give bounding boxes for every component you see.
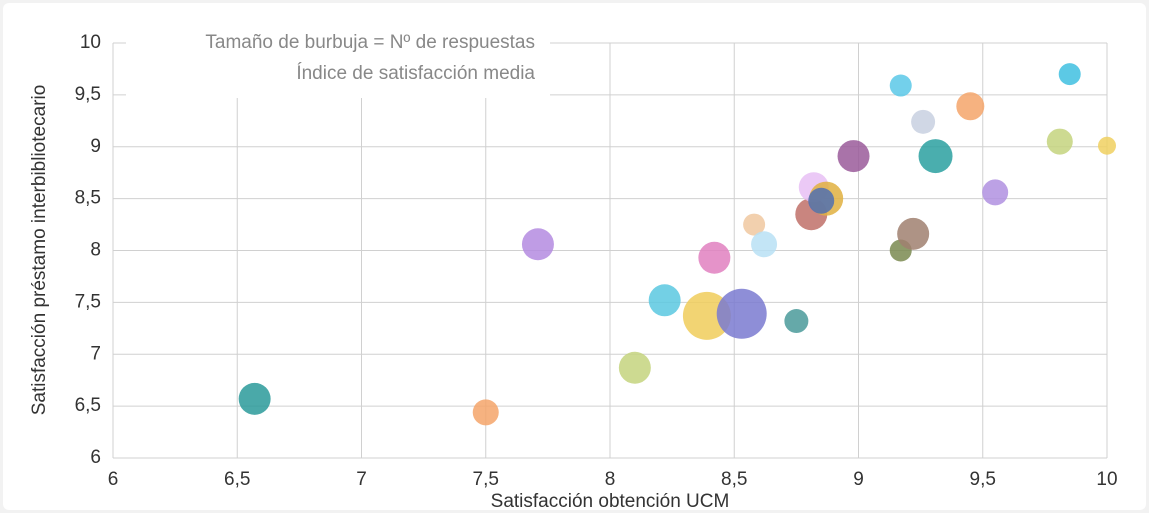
x-tick-label: 6 xyxy=(108,469,119,490)
x-tick-label: 10 xyxy=(1096,469,1117,490)
bubble xyxy=(956,92,985,121)
bubble xyxy=(784,309,809,334)
bubble xyxy=(716,288,767,339)
y-axis-label: Satisfacción préstamo interbibliotecario xyxy=(29,85,50,416)
bubble xyxy=(618,351,651,384)
x-axis-label: Satisfacción obtención UCM xyxy=(491,491,730,512)
bubble xyxy=(808,187,835,214)
y-tick-label: 7,5 xyxy=(75,291,101,312)
bubble xyxy=(889,74,912,97)
bubble xyxy=(648,284,681,317)
bubble xyxy=(472,399,499,426)
x-tick-label: 8,5 xyxy=(721,469,747,490)
bubble xyxy=(1046,128,1073,155)
y-tick-label: 6,5 xyxy=(75,395,101,416)
bubble xyxy=(698,241,731,274)
x-tick-label: 7,5 xyxy=(473,469,499,490)
y-tick-label: 10 xyxy=(80,32,101,53)
x-tick-label: 9 xyxy=(853,469,864,490)
y-tick-label: 8,5 xyxy=(75,188,101,209)
bubble xyxy=(897,217,930,250)
bubble xyxy=(238,382,271,415)
annotation-box xyxy=(126,26,550,98)
bubble xyxy=(1098,136,1116,155)
y-tick-label: 6 xyxy=(90,447,101,468)
y-tick-label: 8 xyxy=(90,240,101,261)
x-tick-label: 9,5 xyxy=(970,469,996,490)
chart-background xyxy=(3,3,1146,510)
y-tick-label: 9,5 xyxy=(75,84,101,105)
bubble xyxy=(911,109,936,134)
bubble xyxy=(982,179,1009,206)
bubble xyxy=(751,231,778,258)
y-tick-label: 9 xyxy=(90,136,101,157)
annotation: Tamaño de burbuja = Nº de respuestas xyxy=(205,32,535,53)
bubble xyxy=(743,213,766,236)
x-tick-label: 7 xyxy=(356,469,367,490)
bubble xyxy=(521,228,554,261)
x-tick-label: 8 xyxy=(605,469,616,490)
y-tick-label: 7 xyxy=(90,343,101,364)
bubble xyxy=(918,139,953,174)
bubble xyxy=(1058,63,1081,86)
x-tick-label: 6,5 xyxy=(224,469,250,490)
bubble xyxy=(837,140,870,173)
annotation: Índice de satisfacción media xyxy=(296,63,535,84)
